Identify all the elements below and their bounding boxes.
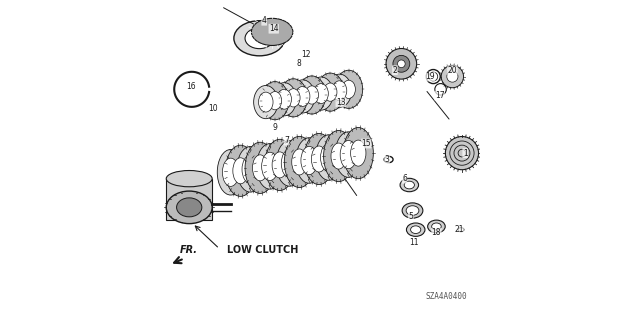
Ellipse shape — [265, 139, 295, 190]
Circle shape — [447, 71, 458, 82]
Ellipse shape — [304, 133, 334, 185]
Circle shape — [441, 65, 463, 88]
Ellipse shape — [218, 150, 244, 195]
Ellipse shape — [242, 155, 259, 183]
Ellipse shape — [252, 18, 293, 45]
Ellipse shape — [328, 74, 351, 107]
Ellipse shape — [257, 144, 284, 189]
Ellipse shape — [428, 220, 445, 233]
Text: 18: 18 — [432, 228, 441, 237]
Ellipse shape — [268, 92, 282, 110]
Ellipse shape — [296, 138, 323, 183]
Circle shape — [386, 48, 417, 79]
Ellipse shape — [284, 136, 314, 188]
Ellipse shape — [222, 158, 239, 186]
Ellipse shape — [400, 178, 419, 192]
Ellipse shape — [351, 140, 366, 166]
Ellipse shape — [314, 84, 328, 104]
Text: 4: 4 — [262, 16, 267, 25]
Text: 20: 20 — [447, 66, 457, 75]
Ellipse shape — [292, 149, 307, 175]
Ellipse shape — [262, 152, 278, 181]
Ellipse shape — [276, 141, 303, 186]
Ellipse shape — [245, 142, 275, 193]
Ellipse shape — [166, 170, 212, 187]
Text: 8: 8 — [297, 59, 301, 68]
Text: 13: 13 — [336, 98, 346, 107]
Ellipse shape — [237, 146, 264, 192]
Ellipse shape — [316, 135, 342, 180]
Ellipse shape — [411, 226, 421, 234]
Ellipse shape — [281, 149, 298, 178]
Ellipse shape — [272, 83, 296, 116]
Text: 17: 17 — [435, 91, 444, 100]
Ellipse shape — [335, 132, 362, 177]
Ellipse shape — [324, 83, 337, 101]
Ellipse shape — [342, 80, 355, 99]
Ellipse shape — [233, 158, 248, 184]
Ellipse shape — [316, 73, 344, 111]
Ellipse shape — [287, 89, 300, 107]
Circle shape — [393, 56, 410, 72]
Text: 10: 10 — [209, 104, 218, 113]
Text: 6: 6 — [402, 174, 407, 183]
Text: 15: 15 — [362, 139, 371, 148]
Text: 12: 12 — [301, 50, 310, 59]
Circle shape — [445, 137, 479, 170]
Text: FR.: FR. — [180, 245, 198, 255]
Ellipse shape — [431, 223, 441, 230]
Text: 11: 11 — [410, 238, 419, 247]
Text: 21: 21 — [454, 225, 463, 234]
Ellipse shape — [277, 89, 291, 109]
Polygon shape — [166, 179, 212, 220]
Text: 3: 3 — [385, 155, 389, 164]
Ellipse shape — [312, 146, 326, 172]
Text: 16: 16 — [186, 82, 196, 91]
Ellipse shape — [305, 86, 319, 104]
Ellipse shape — [259, 92, 273, 112]
Ellipse shape — [309, 77, 333, 110]
Ellipse shape — [301, 146, 317, 174]
Ellipse shape — [225, 145, 255, 197]
Ellipse shape — [335, 70, 363, 108]
Ellipse shape — [261, 82, 289, 120]
Ellipse shape — [324, 130, 354, 182]
Ellipse shape — [252, 155, 268, 181]
Ellipse shape — [272, 152, 287, 178]
Ellipse shape — [406, 223, 425, 236]
Ellipse shape — [340, 140, 356, 169]
Text: 5: 5 — [408, 212, 413, 221]
Circle shape — [397, 60, 405, 68]
Ellipse shape — [291, 80, 315, 113]
Ellipse shape — [343, 128, 373, 179]
Text: 9: 9 — [273, 123, 278, 132]
Text: 1: 1 — [463, 149, 467, 158]
Ellipse shape — [331, 143, 346, 169]
Ellipse shape — [245, 28, 274, 48]
Text: 19: 19 — [425, 72, 435, 81]
Ellipse shape — [177, 198, 202, 217]
Text: SZA4A0400: SZA4A0400 — [425, 292, 467, 301]
Ellipse shape — [298, 76, 326, 114]
Ellipse shape — [253, 85, 278, 119]
Ellipse shape — [166, 191, 212, 224]
Ellipse shape — [406, 206, 419, 215]
Ellipse shape — [234, 21, 285, 56]
Ellipse shape — [404, 181, 415, 189]
Ellipse shape — [321, 144, 337, 172]
Text: 7: 7 — [284, 136, 289, 145]
Text: 2: 2 — [392, 66, 397, 75]
Ellipse shape — [295, 86, 310, 106]
Ellipse shape — [280, 79, 307, 117]
Text: LOW CLUTCH: LOW CLUTCH — [227, 245, 299, 256]
Ellipse shape — [332, 81, 347, 101]
Ellipse shape — [402, 203, 423, 218]
Text: 14: 14 — [269, 24, 278, 33]
